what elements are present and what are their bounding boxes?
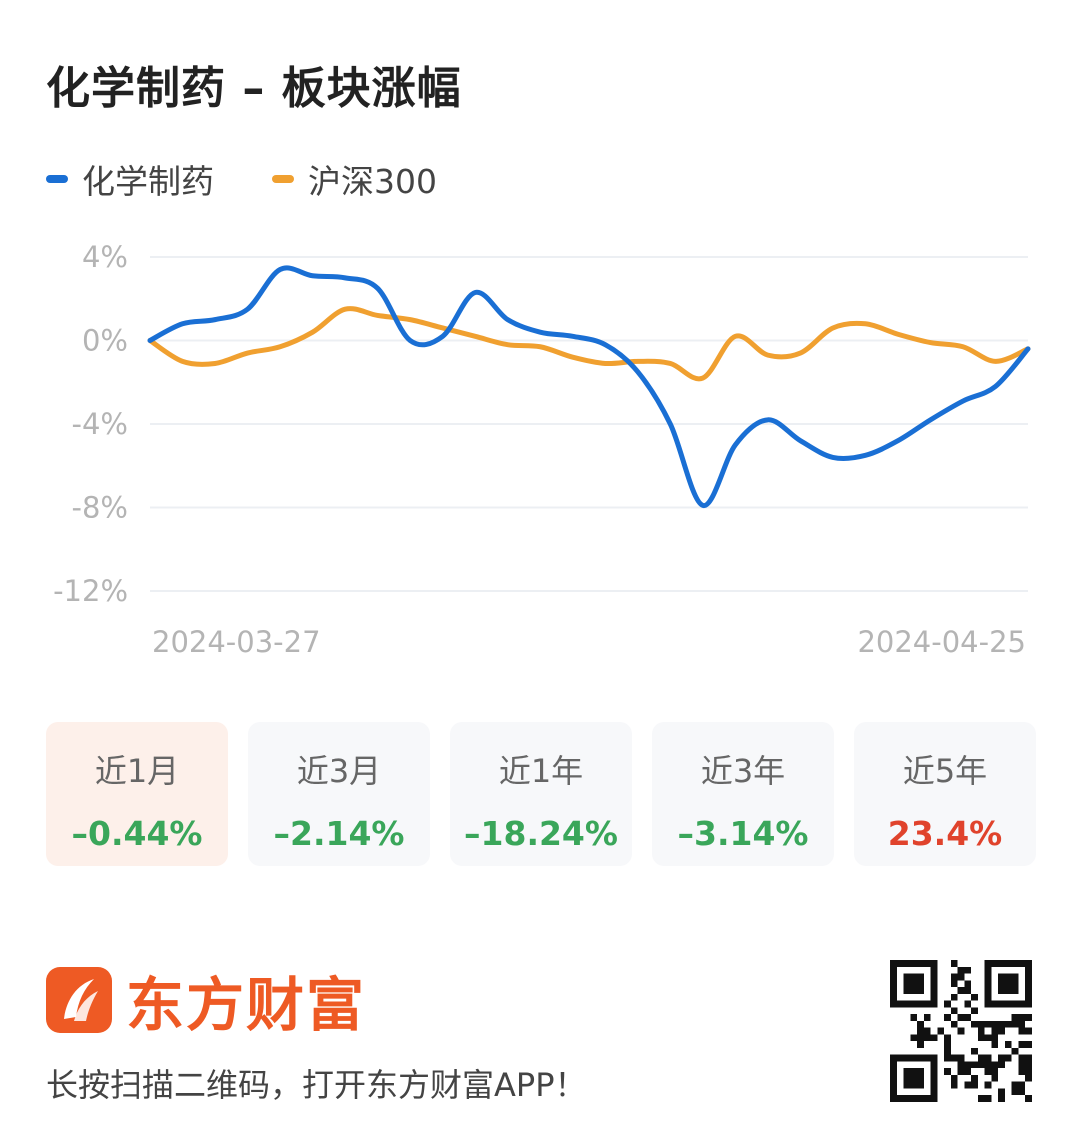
period-label: 近1年 bbox=[498, 752, 584, 790]
legend-swatch-index bbox=[272, 175, 294, 183]
chart-legend: 化学制药 沪深300 bbox=[46, 155, 495, 203]
period-label: 近1月 bbox=[94, 752, 180, 790]
period-tab-5y[interactable]: 近5年 23.4% bbox=[854, 722, 1036, 866]
legend-item-sector: 化学制药 bbox=[46, 155, 214, 203]
brand-name: 东方财富 bbox=[126, 971, 367, 1039]
period-tab-3y[interactable]: 近3年 –3.14% bbox=[652, 722, 834, 866]
period-tab-1y[interactable]: 近1年 –18.24% bbox=[450, 722, 632, 866]
line-chart: 4% 0% -4% -8% -12% 2024-03-27 2024-04-25 bbox=[53, 240, 1031, 659]
legend-label-index: 沪深300 bbox=[308, 162, 437, 201]
legend-label-sector: 化学制药 bbox=[82, 162, 214, 201]
period-label: 近3月 bbox=[296, 752, 382, 790]
period-selector: 近1月 –0.44% 近3月 –2.14% 近1年 –18.24% 近3年 –3… bbox=[46, 722, 1036, 866]
x-tick-label: 2024-03-27 bbox=[152, 625, 321, 659]
x-tick-label: 2024-04-25 bbox=[857, 625, 1026, 659]
eastmoney-logo-icon bbox=[46, 967, 112, 1033]
period-value: –0.44% bbox=[71, 814, 203, 853]
y-tick-label: 0% bbox=[82, 324, 128, 358]
period-value: –2.14% bbox=[273, 814, 405, 853]
y-tick-label: -4% bbox=[72, 407, 128, 441]
period-value: 23.4% bbox=[887, 814, 1003, 853]
series-line-index bbox=[147, 306, 1031, 382]
brand-block: 东方财富 bbox=[46, 958, 366, 1042]
period-value: –3.14% bbox=[677, 814, 809, 853]
period-value: –18.24% bbox=[464, 814, 618, 853]
period-label: 近5年 bbox=[902, 752, 988, 790]
y-tick-label: -12% bbox=[53, 574, 128, 608]
period-tab-3m[interactable]: 近3月 –2.14% bbox=[248, 722, 430, 866]
qr-tagline: 长按扫描二维码，打开东方财富APP！ bbox=[46, 1066, 587, 1104]
qr-code-icon[interactable] bbox=[890, 960, 1032, 1102]
legend-item-index: 沪深300 bbox=[272, 155, 437, 203]
series-line-sector bbox=[147, 265, 1031, 508]
y-tick-label: 4% bbox=[82, 240, 128, 274]
legend-swatch-sector bbox=[46, 175, 68, 183]
y-tick-label: -8% bbox=[72, 491, 128, 525]
period-label: 近3年 bbox=[700, 752, 786, 790]
period-tab-1m[interactable]: 近1月 –0.44% bbox=[46, 722, 228, 866]
page-title: 化学制药 – 板块涨幅 bbox=[46, 63, 462, 114]
